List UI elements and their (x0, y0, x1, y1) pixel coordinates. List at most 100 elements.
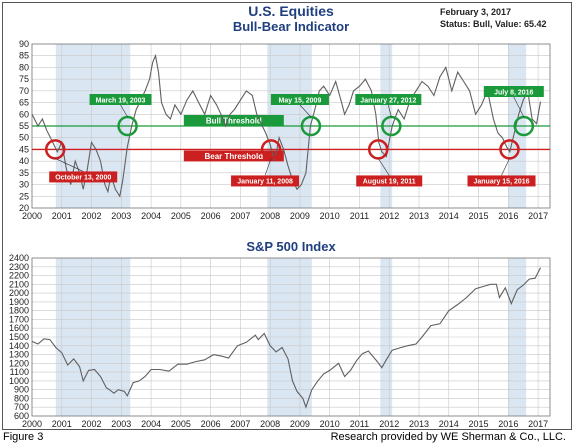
chart-title: U.S. Equities (248, 3, 334, 19)
bull-signal-label-bg (89, 94, 152, 105)
sp500-x-tick-label: 2002 (82, 419, 102, 429)
bear-threshold-label-bg (183, 150, 284, 162)
bear-threshold-label: Bear Threshold (204, 152, 263, 161)
indicator-x-tick-label: 2013 (409, 211, 429, 221)
indicator-y-tick-label: 80 (19, 62, 29, 72)
sp500-x-tick-label: 2011 (350, 419, 369, 429)
bull-signal-leader (299, 104, 312, 118)
sp500-y-tick-label: 2200 (9, 271, 29, 281)
bull-signal-label: January 27, 2012 (360, 97, 416, 104)
bear-signal-label-bg (49, 171, 118, 183)
indicator-x-tick-label: 2000 (22, 211, 42, 221)
indicator-x-tick-label: 2014 (439, 211, 459, 221)
sp500-x-tick-label: 2010 (320, 419, 340, 429)
bull-signal-label: July 8, 2016 (494, 89, 533, 96)
sp500-y-tick-label: 1700 (9, 314, 29, 324)
sp500-y-tick-label: 800 (14, 393, 29, 403)
bear-signal-leader (264, 158, 272, 176)
indicator-x-tick-label: 2012 (379, 211, 399, 221)
indicator-y-tick-label: 70 (19, 86, 29, 96)
bear-signal-label: October 13, 2000 (55, 175, 111, 182)
indicator-y-tick-label: 40 (19, 156, 29, 166)
sp500-y-tick-label: 1800 (9, 306, 29, 316)
bull-signal-leader (513, 96, 525, 118)
sp500-y-tick-label: 1100 (10, 367, 29, 377)
indicator-y-tick-label: 45 (19, 144, 29, 154)
bull-signal-leader (120, 104, 128, 118)
indicator-y-tick-label: 60 (19, 109, 29, 119)
indicator-x-tick-label: 2011 (350, 211, 369, 221)
sp500-x-tick-label: 2007 (230, 419, 250, 429)
sp500-x-tick-label: 2016 (498, 419, 518, 429)
indicator-y-tick-label: 55 (19, 121, 29, 131)
sp500-y-tick-label: 1200 (9, 358, 29, 368)
sp500-y-tick-label: 700 (14, 402, 29, 412)
sp500-x-tick-label: 2015 (469, 419, 489, 429)
sp500-y-tick-label: 1400 (9, 341, 29, 351)
indicator-x-tick-label: 2001 (52, 211, 72, 221)
sp500-x-tick-label: 2012 (379, 419, 399, 429)
credit-text: Research provided by WE Sherman & Co., L… (330, 431, 566, 443)
sp500-x-tick-label: 2008 (260, 419, 280, 429)
bull-threshold-label: Bull Threshold (206, 117, 262, 126)
sp500-y-tick-label: 1500 (9, 332, 29, 342)
indicator-x-tick-label: 2015 (469, 211, 489, 221)
indicator-x-tick-label: 2003 (111, 211, 131, 221)
sp500-x-tick-label: 2017 (528, 419, 548, 429)
indicator-y-tick-label: 75 (19, 74, 29, 84)
report-date: February 3, 2017 (440, 7, 511, 17)
bull-signal-label: March 19, 2003 (96, 97, 146, 104)
indicator-x-tick-label: 2006 (201, 211, 221, 221)
indicator-y-tick-label: 65 (19, 98, 29, 108)
bear-signal-label-bg (231, 175, 300, 187)
sp500-x-tick-label: 2014 (439, 419, 459, 429)
sp500-x-tick-label: 2005 (171, 419, 191, 429)
indicator-y-tick-label: 20 (19, 203, 29, 213)
indicator-y-tick-label: 90 (19, 39, 29, 49)
sp500-y-tick-label: 2400 (9, 253, 29, 263)
bull-signal-label: May 15, 2009 (279, 97, 322, 104)
chart-subtitle: Bull-Bear Indicator (233, 19, 349, 34)
sp500-x-tick-label: 2006 (201, 419, 221, 429)
indicator-x-tick-label: 2010 (320, 211, 340, 221)
sp500-y-tick-label: 2300 (9, 262, 29, 272)
sp500-x-tick-label: 2000 (22, 419, 42, 429)
indicator-x-tick-label: 2002 (82, 211, 102, 221)
sp500-series-line (31, 267, 541, 409)
figure-label: Figure 3 (3, 431, 44, 443)
bear-signal-leader (55, 158, 84, 172)
bear-signal-label: January 11, 2008 (237, 179, 293, 186)
status-text: Status: Bull, Value: 65.42 (440, 19, 547, 29)
sp500-chart-title: S&P 500 Index (246, 239, 336, 254)
bull-signal-label-bg (483, 86, 544, 97)
indicator-x-tick-label: 2008 (260, 211, 280, 221)
bear-signal-leader (501, 158, 510, 176)
indicator-y-tick-label: 30 (19, 180, 29, 190)
indicator-y-tick-label: 35 (19, 168, 29, 178)
bull-signal-leader (388, 104, 392, 118)
sp500-y-tick-label: 1300 (9, 350, 29, 360)
sp500-y-tick-label: 2000 (9, 288, 29, 298)
bear-signal-leader (377, 158, 390, 176)
sp500-y-tick-label: 600 (14, 411, 29, 421)
sp500-x-tick-label: 2009 (290, 419, 310, 429)
sp500-y-tick-label: 1000 (9, 376, 29, 386)
sp500-x-tick-label: 2004 (141, 419, 161, 429)
sp500-x-tick-label: 2003 (111, 419, 131, 429)
sp500-x-tick-label: 2013 (409, 419, 429, 429)
bear-signal-label-bg (467, 175, 536, 187)
bull-signal-label-bg (355, 94, 422, 105)
bear-signal-label: August 19, 2011 (363, 179, 416, 186)
sp500-y-tick-label: 1900 (9, 297, 29, 307)
indicator-x-tick-label: 2016 (498, 211, 518, 221)
indicator-y-tick-label: 85 (19, 51, 29, 61)
sp500-x-tick-label: 2001 (52, 419, 72, 429)
bull-threshold-label-bg (183, 115, 284, 126)
indicator-x-tick-label: 2004 (141, 211, 161, 221)
indicator-x-tick-label: 2005 (171, 211, 191, 221)
bear-signal-label: January 15, 2016 (473, 179, 529, 186)
indicator-x-tick-label: 2017 (528, 211, 548, 221)
bull-signal-label-bg (270, 94, 329, 105)
